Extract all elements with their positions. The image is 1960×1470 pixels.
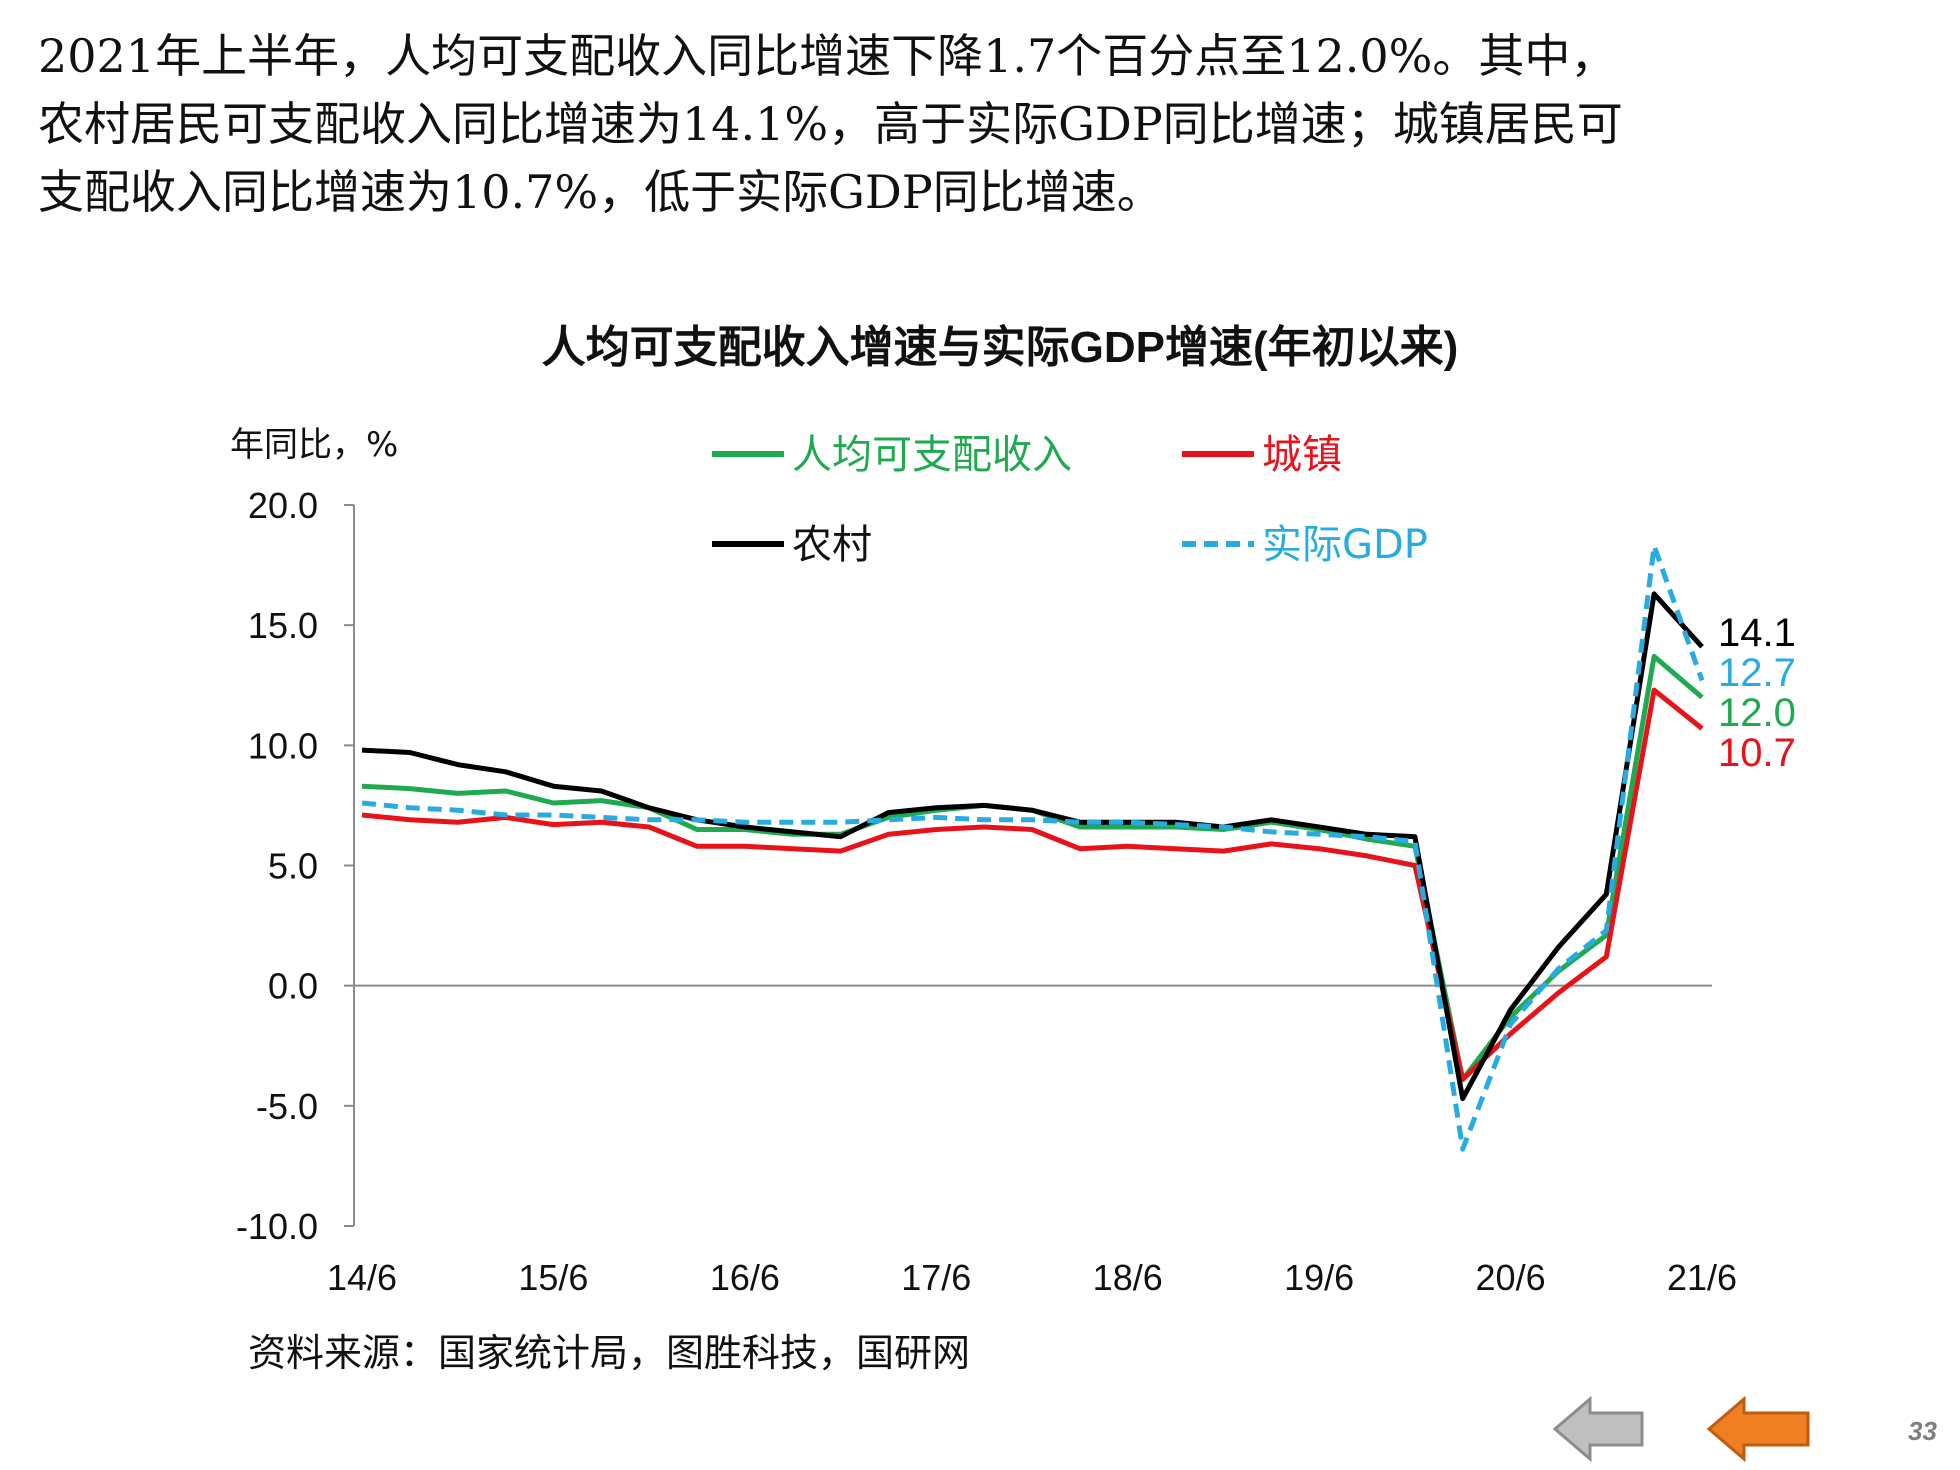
source-note: 资料来源：国家统计局，图胜科技，国研网 (248, 1331, 971, 1375)
series-line-urban (361, 687, 1704, 1082)
series-line-gdp (361, 543, 1705, 1152)
income-gdp-line-chart: 人均可支配收入增速与实际GDP增速(年初以来) 年同比，% 20.0 15.0 10… (230, 323, 1796, 1298)
x-tick-label: 17/6 (901, 1257, 971, 1298)
legend-label-rural: 农村 (792, 522, 872, 568)
x-tick-label: 16/6 (710, 1257, 780, 1298)
intro-paragraph: 2021年上半年，人均可支配收入同比增速下降1.7个百分点至12.0%。其中， … (38, 22, 1918, 226)
legend-label-gdp: 实际GDP (1262, 522, 1428, 568)
intro-line-1: 2021年上半年，人均可支配收入同比增速下降1.7个百分点至12.0%。其中， (38, 29, 1617, 83)
x-tick-label: 20/6 (1476, 1257, 1546, 1298)
chart-title: 人均可支配收入增速与实际GDP增速(年初以来) (542, 323, 1459, 372)
arrow-left-orange-icon (1706, 1396, 1810, 1462)
y-tick-label: 0.0 (268, 966, 318, 1007)
end-label-urban: 10.7 (1718, 731, 1796, 775)
x-tick-label: 19/6 (1284, 1257, 1354, 1298)
x-tick-label: 18/6 (1093, 1257, 1163, 1298)
y-axis-label: 年同比，% (230, 425, 398, 465)
next-slide-button[interactable] (1706, 1396, 1814, 1462)
legend-label-urban: 城镇 (1262, 432, 1342, 478)
x-tick-label: 15/6 (518, 1257, 588, 1298)
x-tick-label: 14/6 (327, 1257, 397, 1298)
legend-label-per_capita: 人均可支配收入 (792, 432, 1072, 478)
y-tick-label: 15.0 (248, 605, 318, 646)
y-tick-label: 5.0 (268, 846, 318, 887)
plot-area: 20.0 15.0 10.0 5.0 0.0 -5.0 -10.014/6 15/6 16/6 1… (236, 485, 1796, 1298)
arrow-left-gray-icon (1552, 1396, 1644, 1462)
end-label-per_capita: 12.0 (1718, 691, 1796, 735)
series-line-per_capita (361, 653, 1704, 1082)
y-tick-label: -10.0 (236, 1206, 318, 1247)
end-label-rural: 14.1 (1718, 611, 1796, 655)
y-tick-label: 10.0 (248, 725, 318, 766)
intro-line-2: 农村居民可支配收入同比增速为14.1%，高于实际GDP同比增速；城镇居民可 (38, 97, 1623, 151)
end-label-gdp: 12.7 (1718, 651, 1796, 695)
series-line-rural (361, 591, 1704, 1102)
page-number: 33 (1908, 1416, 1937, 1446)
y-tick-label: 20.0 (248, 485, 318, 526)
y-tick-label: -5.0 (256, 1086, 318, 1127)
prev-slide-button[interactable] (1552, 1396, 1648, 1462)
intro-line-3: 支配收入同比增速为10.7%，低于实际GDP同比增速。 (38, 165, 1163, 219)
x-tick-label: 21/6 (1667, 1257, 1737, 1298)
